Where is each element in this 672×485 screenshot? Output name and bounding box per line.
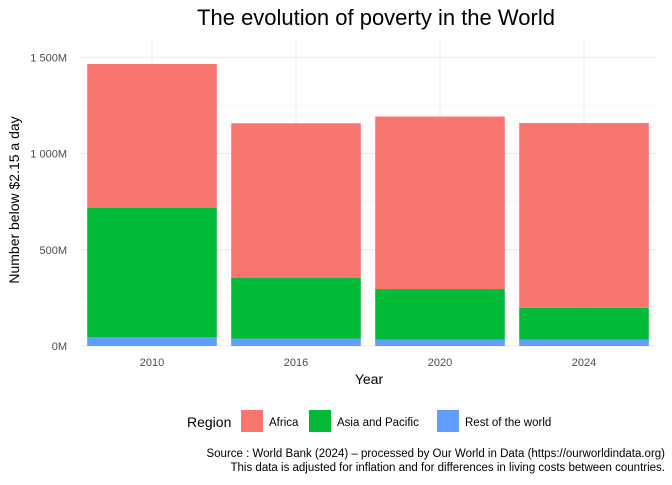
y-axis-label: Number below $2.15 a day [6, 116, 22, 283]
adjustment-note: This data is adjusted for inflation and … [231, 462, 665, 474]
y-tick-label: 500M [39, 245, 67, 257]
legend-title: Region [187, 414, 231, 430]
legend-label: Africa [269, 417, 299, 429]
bar-segment-rest-of-the-world-2020 [375, 339, 505, 346]
bar-segment-rest-of-the-world-2024 [519, 339, 649, 346]
legend-label: Asia and Pacific [337, 417, 419, 429]
x-tick-label: 2016 [284, 357, 308, 369]
x-axis-label: Year [355, 371, 384, 387]
bar-segment-asia-and-pacific-2020 [375, 289, 505, 340]
y-tick-label: 1 000M [30, 149, 67, 161]
bar-segment-rest-of-the-world-2016 [231, 338, 361, 346]
bars [87, 63, 649, 346]
bar-segment-africa-2016 [231, 123, 361, 279]
chart-title: The evolution of poverty in the World [197, 5, 555, 30]
x-tick-label: 2010 [140, 357, 164, 369]
legend: Region Africa Asia and Pacific Rest of the… [187, 410, 551, 432]
bar-segment-asia-and-pacific-2016 [231, 278, 361, 339]
x-tick-label: 2024 [572, 357, 596, 369]
x-axis-ticks: 2010 2016 2020 2024 [140, 357, 596, 369]
y-tick-label: 1 500M [30, 52, 67, 64]
y-tick-label: 0M [52, 341, 67, 353]
bar-segment-africa-2020 [375, 116, 505, 290]
legend-swatch [241, 410, 263, 432]
bar-segment-africa-2010 [87, 63, 217, 208]
source-note: Source : World Bank (2024) – processed b… [206, 448, 665, 460]
bar-segment-asia-and-pacific-2024 [519, 307, 649, 340]
y-axis-ticks: 0M 500M 1 000M 1 500M [30, 52, 67, 353]
legend-swatch [309, 410, 331, 432]
bar-segment-asia-and-pacific-2010 [87, 207, 217, 338]
x-tick-label: 2020 [428, 357, 452, 369]
bar-segment-africa-2024 [519, 123, 649, 308]
legend-swatch [437, 410, 459, 432]
legend-label: Rest of the world [465, 417, 551, 429]
bar-segment-rest-of-the-world-2010 [87, 337, 217, 346]
